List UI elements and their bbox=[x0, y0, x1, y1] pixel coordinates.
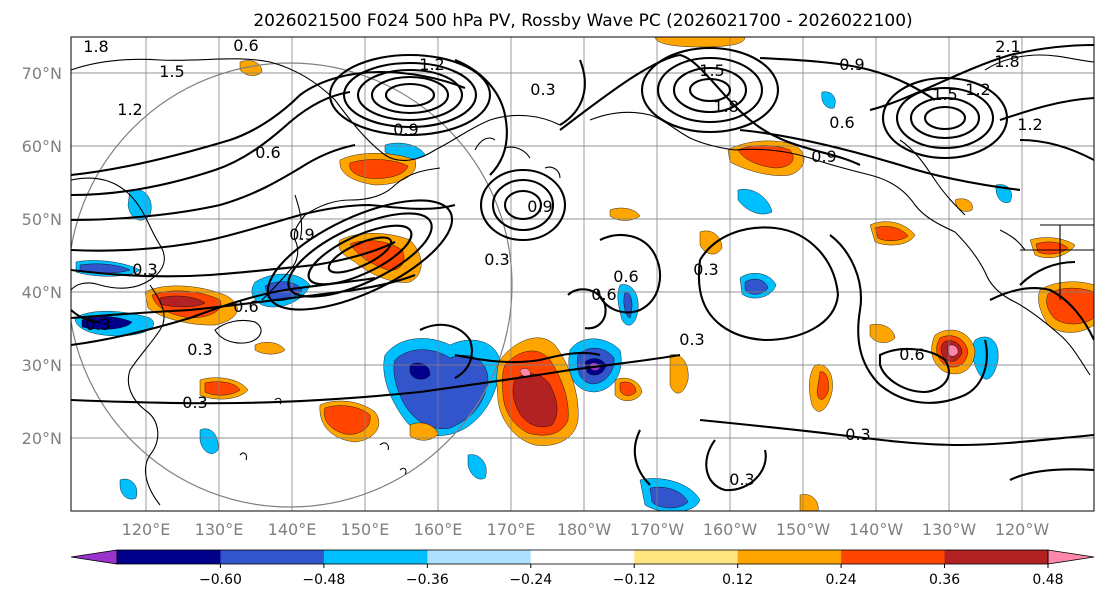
contour-label: 0.3 bbox=[182, 393, 207, 412]
contour-label: 0.3 bbox=[484, 250, 509, 269]
lon-label: 160°W bbox=[703, 520, 758, 539]
map-frame bbox=[70, 36, 1095, 512]
colorbar-tick-label: −0.48 bbox=[302, 572, 345, 588]
colorbar-tick-label: 0.12 bbox=[722, 572, 753, 588]
contour-label: 0.6 bbox=[591, 285, 616, 304]
lon-label: 130°W bbox=[922, 520, 977, 539]
colorbar-tick-label: −0.24 bbox=[509, 572, 552, 588]
contour-label: 0.3 bbox=[693, 260, 718, 279]
contour-label: 0.9 bbox=[289, 225, 314, 244]
lat-labels: 70°N 60°N 50°N 40°N 30°N 20°N bbox=[22, 64, 62, 448]
lon-label: 130°E bbox=[195, 520, 244, 539]
colorbar: −0.60 −0.48 −0.36 −0.24 −0.12 0.12 0.24 0.36 0.4… bbox=[70, 549, 1095, 588]
colorbar-segment bbox=[427, 550, 532, 564]
contour-label: 0.6 bbox=[613, 267, 638, 286]
range-circle bbox=[71, 62, 513, 508]
coastlines bbox=[71, 54, 1094, 506]
contour-label: 0.3 bbox=[679, 330, 704, 349]
contour-labels: 0.6 1.8 1.5 1.2 0.9 0.3 0.6 0.6 0.3 0.3 … bbox=[83, 36, 1042, 489]
contour-label: 0.6 bbox=[233, 36, 258, 55]
contour-label: 1.5 bbox=[699, 61, 724, 80]
map-background bbox=[71, 37, 1094, 511]
lon-labels: 120°E 130°E 140°E 150°E 160°E 170°E 180°… bbox=[122, 520, 1050, 539]
colorbar-segment bbox=[841, 550, 946, 564]
contour-label: 0.3 bbox=[530, 80, 555, 99]
lat-lon-grid bbox=[71, 37, 1094, 511]
lat-label: 60°N bbox=[22, 137, 62, 156]
colorbar-segment bbox=[220, 550, 325, 564]
lon-label: 160°E bbox=[414, 520, 463, 539]
lat-label: 40°N bbox=[22, 283, 62, 302]
contour-label: 0.3 bbox=[845, 425, 870, 444]
contour-label: 1.8 bbox=[83, 37, 108, 56]
colorbar-outline bbox=[116, 549, 1049, 565]
contour-label: 1.2 bbox=[117, 100, 142, 119]
colorbar-tick-label: 0.36 bbox=[929, 572, 960, 588]
contour-label: 0.3 bbox=[85, 315, 110, 334]
contour-label: 0.6 bbox=[255, 143, 280, 162]
lon-label: 170°W bbox=[630, 520, 685, 539]
contour-label: 1.8 bbox=[713, 97, 738, 116]
contour-label: 0.6 bbox=[899, 345, 924, 364]
colorbar-tick-label: −0.36 bbox=[406, 572, 449, 588]
contour-label: 0.3 bbox=[132, 260, 157, 279]
pv-center-kuril bbox=[266, 199, 454, 311]
lon-label: 150°W bbox=[776, 520, 831, 539]
contour-label: 0.9 bbox=[527, 197, 552, 216]
contour-label: 1.5 bbox=[159, 62, 184, 81]
colorbar-extend-min bbox=[70, 549, 118, 565]
contour-label: 0.9 bbox=[811, 147, 836, 166]
neg-anomaly-south bbox=[467, 454, 487, 480]
contour-label: 0.6 bbox=[233, 297, 258, 316]
colorbar-segment bbox=[737, 550, 842, 564]
lon-label: 140°E bbox=[268, 520, 317, 539]
contour-label: 0.9 bbox=[839, 55, 864, 74]
colorbar-tick-label: −0.12 bbox=[613, 572, 656, 588]
lon-label: 170°E bbox=[487, 520, 536, 539]
pv-center-aleutian bbox=[479, 168, 567, 242]
contour-label: 0.6 bbox=[829, 113, 854, 132]
lon-label: 150°E bbox=[341, 520, 390, 539]
colorbar-segment bbox=[634, 550, 739, 564]
contour-label: 1.5 bbox=[932, 85, 957, 104]
lat-label: 50°N bbox=[22, 210, 62, 229]
colorbar-tick-label: 0.24 bbox=[826, 572, 857, 588]
pv-center-nw bbox=[328, 53, 492, 137]
figure-title: 2026021500 F024 500 hPa PV, Rossby Wave … bbox=[253, 11, 912, 31]
contour-label: 0.9 bbox=[393, 120, 418, 139]
lat-label: 70°N bbox=[22, 64, 62, 83]
colorbar-segments bbox=[70, 549, 1095, 565]
lon-label: 120°W bbox=[995, 520, 1050, 539]
colorbar-segment bbox=[323, 550, 428, 564]
colorbar-segment bbox=[944, 550, 1049, 564]
contour-label: 1.2 bbox=[965, 80, 990, 99]
lon-label: 140°W bbox=[849, 520, 904, 539]
colorbar-tick-label: −0.60 bbox=[199, 572, 242, 588]
lon-label: 180°W bbox=[557, 520, 612, 539]
colorbar-ticks: −0.60 −0.48 −0.36 −0.24 −0.12 0.12 0.24 0.36 0.4… bbox=[199, 564, 1064, 588]
contour-label: 1.2 bbox=[1017, 115, 1042, 134]
contour-label: 0.3 bbox=[187, 340, 212, 359]
colorbar-tick-label: 0.48 bbox=[1032, 572, 1063, 588]
colorbar-segment bbox=[117, 550, 221, 564]
colorbar-segment bbox=[530, 550, 635, 564]
contour-label: 0.3 bbox=[729, 470, 754, 489]
contour-label: 2.1 bbox=[995, 37, 1020, 56]
lat-label: 30°N bbox=[22, 356, 62, 375]
pv-contours bbox=[71, 43, 1094, 492]
contour-label: 1.2 bbox=[419, 55, 444, 74]
contour-label: 1.8 bbox=[994, 52, 1019, 71]
colorbar-extend-max bbox=[1047, 549, 1095, 565]
lat-label: 20°N bbox=[22, 429, 62, 448]
lon-label: 120°E bbox=[122, 520, 171, 539]
